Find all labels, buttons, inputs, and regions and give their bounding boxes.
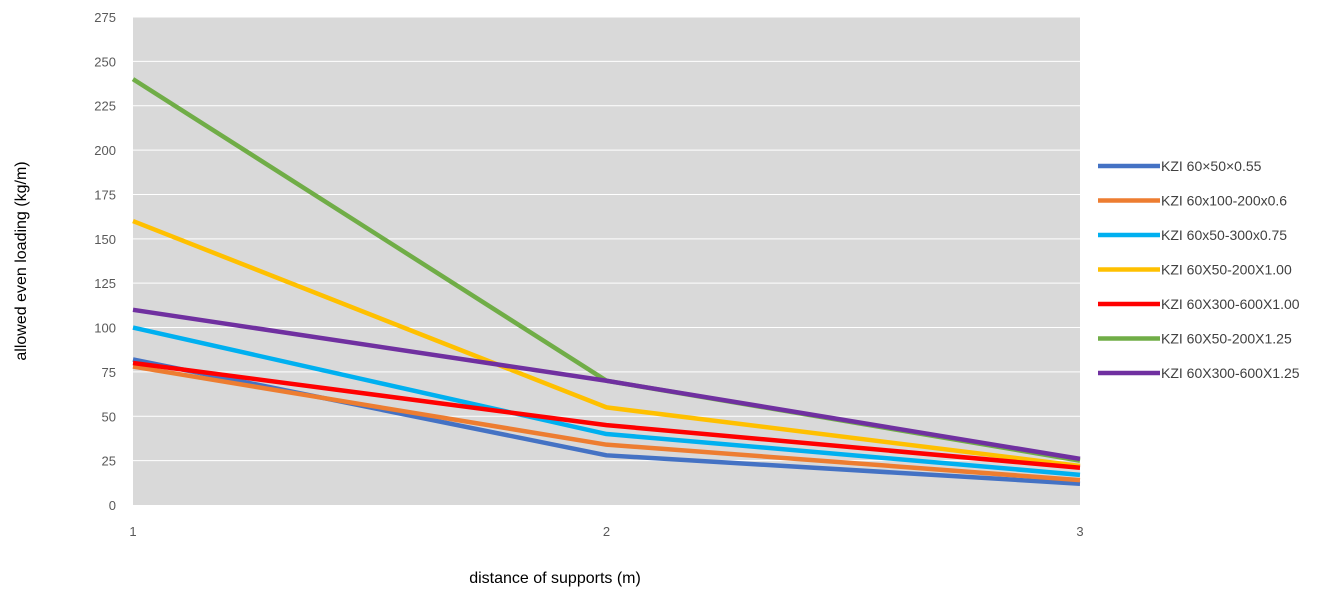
x-axis-title: distance of supports (m) [469, 570, 641, 587]
y-tick-label: 250 [94, 54, 116, 69]
legend-item: KZI 60X300-600X1.25 [1098, 365, 1300, 381]
x-tick-label: 2 [603, 524, 610, 539]
legend-item: KZI 60×50×0.55 [1098, 158, 1262, 174]
y-axis-tick-labels: 0 25 50 75 100 125 150 175 200 225 250 275 [94, 10, 116, 513]
series-lines [131, 77, 1081, 486]
series-line [132, 325, 1081, 478]
legend-label: KZI 60x100-200x0.6 [1161, 193, 1287, 209]
y-tick-label: 225 [94, 99, 116, 114]
y-tick-label: 150 [94, 232, 116, 247]
y-tick-label: 75 [102, 365, 116, 380]
legend-item: KZI 60X50-200X1.00 [1098, 262, 1292, 278]
legend-label: KZI 60x50-300x0.75 [1161, 227, 1287, 243]
legend-item: KZI 60X300-600X1.00 [1098, 296, 1300, 312]
y-tick-label: 25 [102, 454, 116, 469]
y-tick-label: 100 [94, 321, 116, 336]
legend-item: KZI 60x100-200x0.6 [1098, 193, 1287, 209]
x-axis-tick-labels: 1 2 3 [129, 524, 1083, 539]
legend-label: KZI 60×50×0.55 [1161, 158, 1262, 174]
legend-label: KZI 60X50-200X1.25 [1161, 331, 1292, 347]
y-tick-label: 175 [94, 187, 116, 202]
series-line [132, 360, 1081, 470]
legend-item: KZI 60x50-300x0.75 [1098, 227, 1287, 243]
series-line [132, 364, 1081, 483]
legend-label: KZI 60X300-600X1.00 [1161, 296, 1300, 312]
series-line [132, 218, 1081, 469]
y-tick-label: 275 [94, 10, 116, 25]
x-tick-label: 3 [1076, 524, 1083, 539]
legend: KZI 60×50×0.55 KZI 60x100-200x0.6 KZI 60x5… [1098, 158, 1300, 381]
y-tick-label: 0 [109, 498, 116, 513]
legend-label: KZI 60X300-600X1.25 [1161, 365, 1300, 381]
legend-label: KZI 60X50-200X1.00 [1161, 262, 1292, 278]
series-line [132, 307, 1081, 462]
y-tick-label: 125 [94, 276, 116, 291]
y-tick-label: 50 [102, 409, 116, 424]
legend-item: KZI 60X50-200X1.25 [1098, 331, 1292, 347]
y-tick-label: 200 [94, 143, 116, 158]
y-axis-title: allowed even loading (kg/m) [13, 161, 30, 360]
x-tick-label: 1 [129, 524, 136, 539]
